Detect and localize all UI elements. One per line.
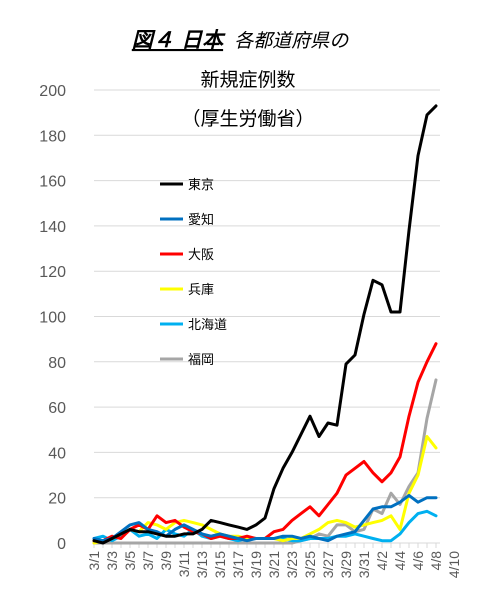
x-tick-label: 3/11: [176, 551, 192, 577]
x-tick-label: 3/3: [104, 551, 120, 571]
title-italic: 各都道府県の: [234, 30, 349, 52]
title-line2: 新規症例数: [200, 69, 295, 91]
x-tick-label: 3/29: [338, 551, 354, 578]
legend-label: 大阪: [188, 248, 214, 263]
x-tick-label: 4/6: [410, 551, 426, 571]
x-tick-label: 4/4: [392, 551, 408, 571]
x-tick-label: 3/7: [140, 551, 156, 571]
y-tick-label: 200: [39, 83, 66, 100]
y-tick-label: 120: [39, 264, 66, 281]
legend-label: 愛知: [188, 212, 214, 228]
legend-label: 福岡: [188, 353, 214, 368]
title-bold: 図４ 日本: [132, 28, 226, 52]
y-tick-label: 100: [39, 310, 66, 327]
y-tick-label: 180: [39, 128, 66, 145]
legend-label: 兵庫: [188, 283, 214, 298]
x-tick-label: 3/9: [158, 551, 174, 571]
title-line3: （厚生労働省）: [181, 108, 314, 130]
x-tick-label: 4/10: [446, 551, 462, 578]
x-tick-label: 3/17: [230, 551, 246, 578]
y-tick-label: 140: [39, 219, 66, 236]
y-tick-label: 60: [48, 400, 66, 417]
x-tick-label: 3/1: [86, 551, 102, 571]
y-axis-ticks: 0 20 40 60 80 100 120 140 160 180 200: [39, 83, 66, 553]
y-tick-label: 80: [48, 355, 66, 372]
y-tick-label: 0: [57, 536, 66, 553]
svg-text:図４ 日本 各都道府県の: 図４ 日本 各都道府県の: [132, 28, 349, 52]
x-tick-label: 4/2: [374, 551, 390, 571]
legend-label: 東京: [188, 177, 214, 193]
x-tick-label: 3/23: [284, 551, 300, 578]
x-tick-label: 3/31: [356, 551, 372, 578]
x-tick-label: 3/27: [320, 551, 336, 578]
gridlines: [94, 89, 440, 499]
series-lines: [92, 104, 438, 545]
y-tick-label: 20: [48, 491, 66, 508]
series-line: [92, 493, 438, 543]
y-tick-label: 40: [48, 445, 66, 462]
x-tick-label: 3/13: [194, 551, 210, 578]
x-axis: 3/1 3/3 3/5 3/7 3/9 3/11 3/13 3/15 3/17 3/19 3/21 3…: [86, 542, 462, 578]
y-tick-label: 160: [39, 174, 66, 191]
x-tick-label: 3/15: [212, 551, 228, 578]
chart-title: 図４ 日本 各都道府県の 新規症例数 （厚生労働省）: [132, 28, 349, 130]
x-tick-label: 3/21: [266, 551, 282, 578]
legend-label: 北海道: [188, 318, 227, 333]
x-tick-label: 4/8: [428, 551, 444, 571]
x-tick-label: 3/5: [122, 551, 138, 571]
x-tick-label: 3/25: [302, 551, 318, 578]
x-tick-label: 3/19: [248, 551, 264, 578]
series-line: [92, 104, 438, 545]
series-line: [92, 378, 438, 545]
